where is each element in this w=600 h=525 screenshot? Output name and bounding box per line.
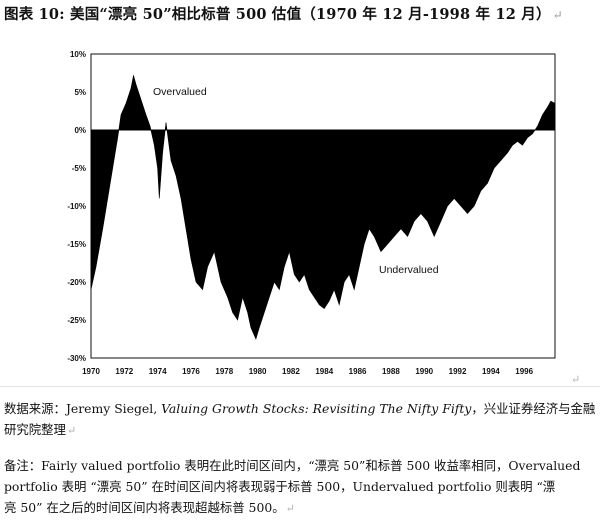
x-tick-label: 1976 [182,367,200,376]
note-line-2: portfolio 表明 “漂亮 50” 在时间区间内将表现弱于标普 500，U… [4,479,556,494]
x-tick-label: 1988 [382,367,400,376]
x-tick-label: 1978 [215,367,233,376]
chart-title: 图表 10: 美国“漂亮 50”相比标普 500 估值（1970 年 12 月-… [4,6,563,23]
x-tick-label: 1970 [82,367,100,376]
x-tick-label: 1982 [282,367,300,376]
source-book-title: Valuing Growth Stocks: Revisiting The Ni… [161,401,472,416]
y-tick-label: 0% [74,126,86,135]
undervalued-label: Undervalued [379,264,439,276]
x-tick-label: 1986 [349,367,367,376]
y-tick-label: -20% [67,278,86,287]
x-tick-label: 1974 [149,367,167,376]
return-mark: ↵ [571,373,581,386]
x-tick-label: 1992 [449,367,467,376]
x-tick-label: 1990 [415,367,433,376]
y-tick-label: 5% [74,88,86,97]
x-tick-label: 1980 [249,367,267,376]
valuation-chart: 10% 5% 0% -5% -10% -15% -20% -25% -30% 1970 1972 1… [67,50,556,376]
y-tick-label: -10% [67,202,86,211]
y-tick-label: -5% [72,164,86,173]
y-tick-label: -25% [67,316,86,325]
x-tick-label: 1984 [315,367,333,376]
overvalued-label: Overvalued [153,86,207,98]
valuation-area [90,75,556,340]
x-tick-label: 1972 [115,367,133,376]
x-tick-label: 1994 [482,367,500,376]
y-tick-label: -15% [67,240,86,249]
y-tick-label: 10% [70,50,86,59]
source-line: 数据来源：Jeremy Siegel, Valuing Growth Stock… [4,401,596,416]
source-line-2: 研究院整理↵ [4,422,77,437]
divider [0,386,600,387]
note-line-3: 亮 50” 在之后的时间区间内将表现超越标普 500。↵ [4,500,295,515]
x-tick-label: 1996 [515,367,533,376]
note-line-1: 备注：Fairly valued portfolio 表明在此时间区间内，“漂亮… [4,458,581,473]
y-tick-label: -30% [67,354,86,363]
